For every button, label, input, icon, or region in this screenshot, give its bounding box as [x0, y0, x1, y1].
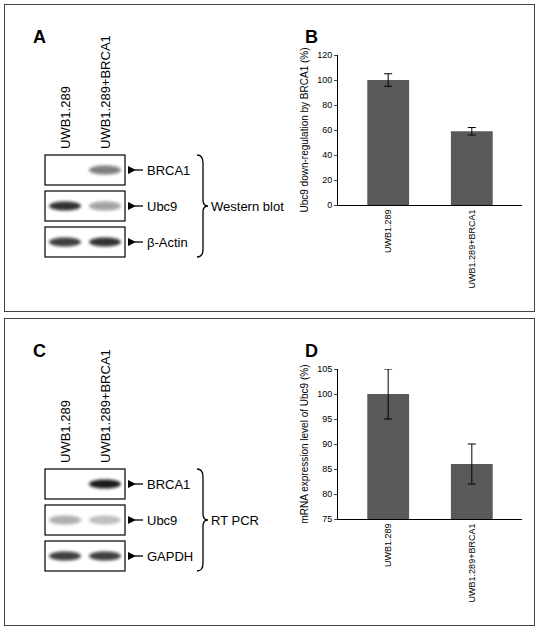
svg-text:95: 95 — [322, 414, 332, 424]
svg-text:0: 0 — [327, 200, 332, 210]
svg-text:GAPDH: GAPDH — [147, 549, 193, 564]
svg-text:105: 105 — [317, 364, 332, 374]
svg-text:Ubc9 down-regulation by BRCA1: Ubc9 down-regulation by BRCA1 (%) — [299, 47, 310, 212]
svg-text:UWB1.289: UWB1.289 — [383, 210, 393, 254]
svg-text:80: 80 — [322, 100, 332, 110]
html-text:D: D — [305, 341, 318, 361]
svg-text:Ubc9: Ubc9 — [147, 199, 177, 214]
svg-text:UWB1.289+BRCA1: UWB1.289+BRCA1 — [98, 349, 113, 463]
html-text:A: A — [33, 27, 46, 47]
svg-text:UWB1.289+BRCA1: UWB1.289+BRCA1 — [98, 35, 113, 149]
svg-text:UWB1.289: UWB1.289 — [383, 524, 393, 568]
svg-text:75: 75 — [322, 514, 332, 524]
svg-text:120: 120 — [317, 50, 332, 60]
svg-text:100: 100 — [317, 75, 332, 85]
svg-text:UWB1.289+BRCA1: UWB1.289+BRCA1 — [467, 524, 477, 603]
svg-text:Ubc9: Ubc9 — [147, 513, 177, 528]
svg-text:BRCA1: BRCA1 — [147, 477, 190, 492]
svg-text:mRNA expression level of Ubc9: mRNA expression level of Ubc9 (%) — [299, 365, 310, 524]
svg-text:Western blot: Western blot — [211, 199, 284, 214]
svg-text:60: 60 — [322, 125, 332, 135]
svg-text:UWB1.289+BRCA1: UWB1.289+BRCA1 — [467, 210, 477, 289]
svg-text:β-Actin: β-Actin — [147, 235, 188, 250]
svg-text:90: 90 — [322, 439, 332, 449]
html-text:B: B — [305, 27, 318, 47]
svg-text:RT PCR: RT PCR — [211, 513, 259, 528]
svg-text:BRCA1: BRCA1 — [147, 163, 190, 178]
html-text:C: C — [33, 341, 46, 361]
svg-text:80: 80 — [322, 489, 332, 499]
svg-text:20: 20 — [322, 175, 332, 185]
svg-text:UWB1.289: UWB1.289 — [58, 400, 73, 463]
svg-text:UWB1.289: UWB1.289 — [58, 86, 73, 149]
svg-text:85: 85 — [322, 464, 332, 474]
svg-text:40: 40 — [322, 150, 332, 160]
svg-text:100: 100 — [317, 389, 332, 399]
